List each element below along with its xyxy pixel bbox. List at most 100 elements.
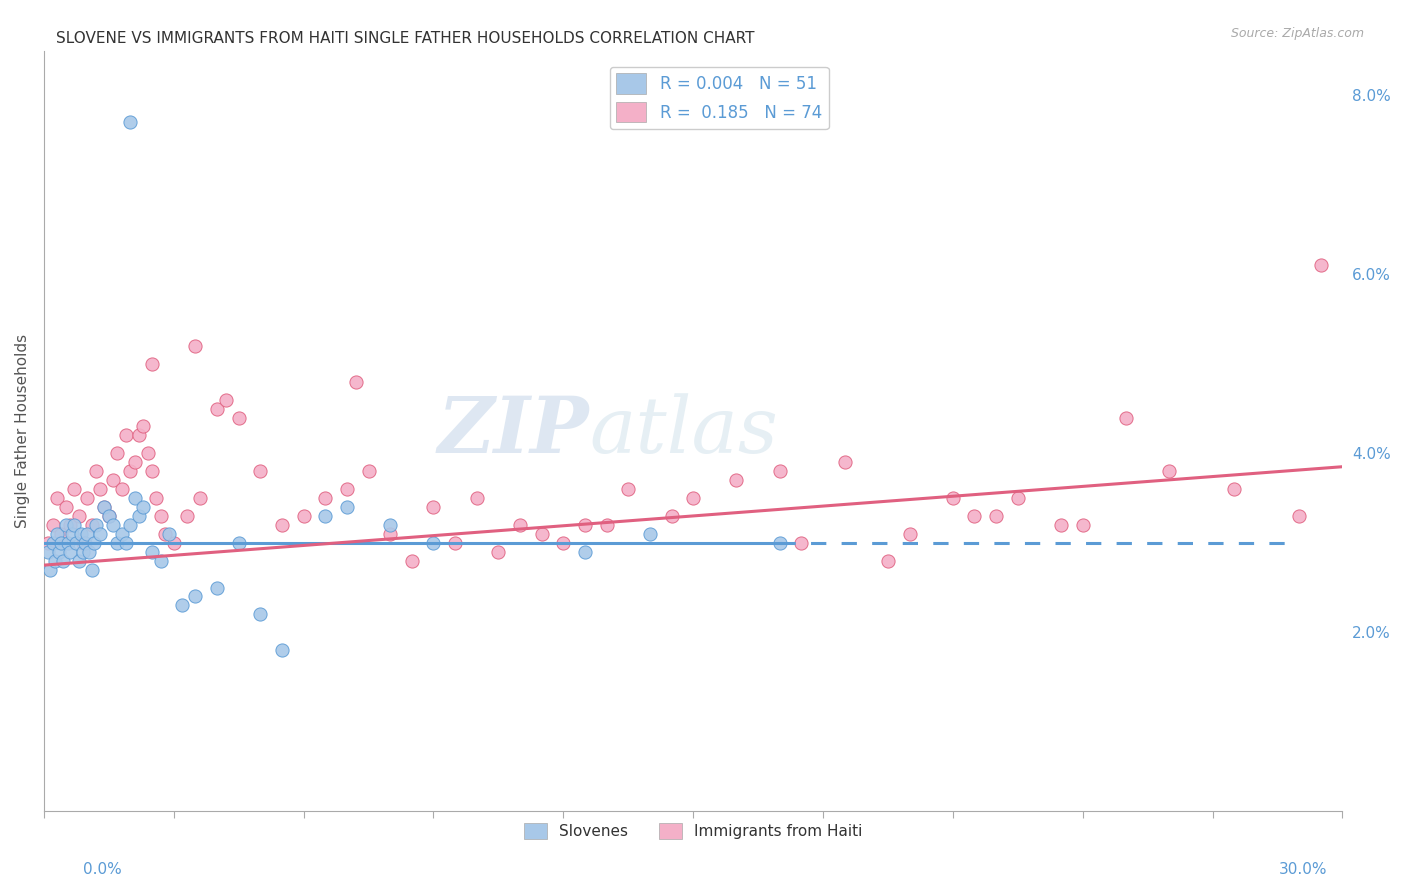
Point [141, 357, 163, 371]
Point [157, 526, 180, 541]
Point [553, 535, 575, 549]
Point [59, 545, 82, 559]
Point [465, 491, 488, 505]
Point [1007, 491, 1029, 505]
Point [344, 375, 367, 389]
Point [111, 482, 134, 496]
Point [682, 491, 704, 505]
Point [55, 517, 77, 532]
Point [401, 554, 423, 568]
Point [51, 535, 73, 549]
Point [132, 500, 155, 514]
Point [101, 517, 124, 532]
Point [45, 491, 67, 505]
Point [39, 563, 62, 577]
Point [1309, 259, 1331, 273]
Point [124, 455, 146, 469]
Point [145, 491, 167, 505]
Point [55, 500, 77, 514]
Point [149, 554, 172, 568]
Point [153, 526, 176, 541]
Point [378, 526, 401, 541]
Point [172, 599, 194, 613]
Point [228, 410, 250, 425]
Point [184, 339, 207, 353]
Point [336, 482, 359, 496]
Point [101, 473, 124, 487]
Point [725, 473, 748, 487]
Point [111, 526, 134, 541]
Point [67, 508, 90, 523]
Point [93, 500, 115, 514]
Point [638, 526, 661, 541]
Point [107, 446, 129, 460]
Text: Source: ZipAtlas.com: Source: ZipAtlas.com [1230, 27, 1364, 40]
Text: 0.0%: 0.0% [83, 863, 122, 877]
Point [314, 491, 336, 505]
Point [378, 517, 401, 532]
Point [72, 545, 94, 559]
Point [574, 545, 596, 559]
Point [73, 535, 96, 549]
Point [76, 526, 98, 541]
Y-axis label: Single Father Households: Single Father Households [15, 334, 30, 528]
Point [444, 535, 467, 549]
Point [509, 517, 531, 532]
Point [205, 581, 228, 595]
Point [60, 526, 83, 541]
Point [44, 554, 66, 568]
Point [84, 464, 107, 478]
Point [45, 526, 67, 541]
Point [136, 446, 159, 460]
Point [898, 526, 921, 541]
Point [89, 482, 111, 496]
Point [41, 517, 63, 532]
Point [97, 508, 120, 523]
Point [128, 428, 150, 442]
Point [271, 517, 294, 532]
Point [120, 115, 142, 129]
Point [124, 491, 146, 505]
Point [76, 491, 98, 505]
Point [834, 455, 856, 469]
Point [37, 545, 59, 559]
Point [336, 500, 359, 514]
Point [249, 607, 271, 622]
Point [79, 545, 101, 559]
Point [132, 419, 155, 434]
Point [422, 500, 444, 514]
Point [205, 401, 228, 416]
Point [128, 508, 150, 523]
Point [80, 517, 103, 532]
Point [422, 535, 444, 549]
Point [228, 535, 250, 549]
Point [963, 508, 986, 523]
Point [1071, 517, 1094, 532]
Point [1288, 508, 1310, 523]
Point [80, 563, 103, 577]
Point [48, 545, 70, 559]
Point [1115, 410, 1137, 425]
Point [769, 535, 792, 549]
Point [84, 517, 107, 532]
Point [120, 464, 142, 478]
Point [63, 517, 86, 532]
Point [51, 526, 73, 541]
Point [984, 508, 1007, 523]
Point [93, 500, 115, 514]
Point [59, 517, 82, 532]
Point [67, 554, 90, 568]
Point [69, 526, 91, 541]
Point [617, 482, 640, 496]
Point [314, 508, 336, 523]
Point [271, 643, 294, 657]
Point [37, 535, 59, 549]
Point [149, 508, 172, 523]
Point [56, 535, 79, 549]
Text: SLOVENE VS IMMIGRANTS FROM HAITI SINGLE FATHER HOUSEHOLDS CORRELATION CHART: SLOVENE VS IMMIGRANTS FROM HAITI SINGLE … [56, 31, 755, 46]
Text: ZIP: ZIP [437, 392, 589, 469]
Point [292, 508, 315, 523]
Point [176, 508, 198, 523]
Point [769, 464, 792, 478]
Point [141, 545, 163, 559]
